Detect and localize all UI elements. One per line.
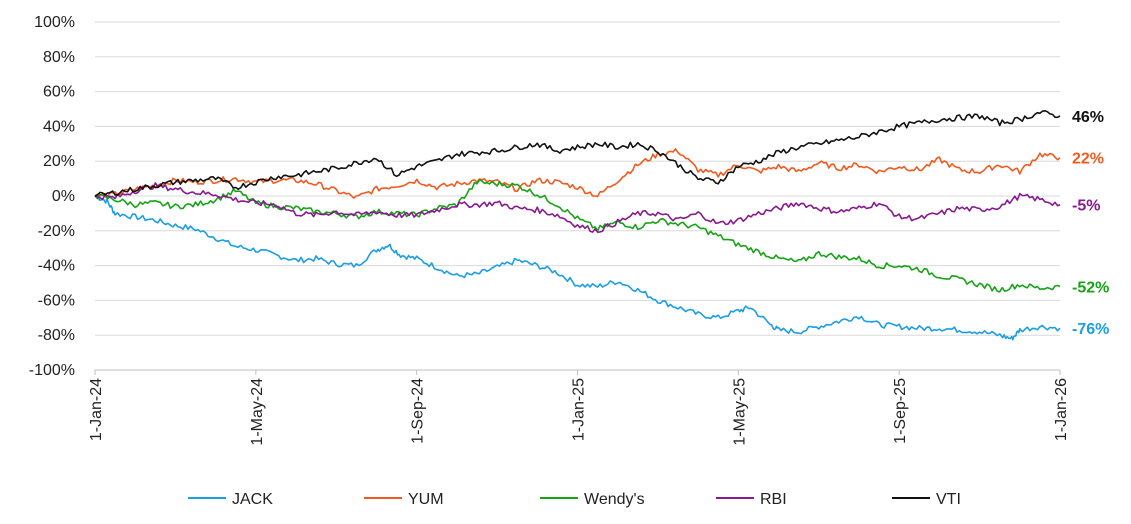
x-tick-label: 1-May-24 <box>249 378 266 446</box>
gridlines <box>95 21 1060 371</box>
legend-item-rbi: RBI <box>716 491 787 508</box>
axes: 100% 80% 60% 40% 20% 0% -20% -40% -60% -80% -100% 1… <box>29 14 1070 446</box>
x-tick-label: 1-Jan-26 <box>1053 378 1070 441</box>
legend-item-jack: JACK <box>188 491 273 508</box>
y-tick-label: 20% <box>43 153 75 170</box>
x-tick-label: 1-Jan-24 <box>88 378 105 441</box>
end-label-jack: -76% <box>1072 321 1109 338</box>
legend-item-yum: YUM <box>364 491 444 508</box>
series-line-jack <box>94 195 1061 341</box>
legend-item-vti: VTI <box>892 491 961 508</box>
legend-label: JACK <box>232 491 273 508</box>
end-label-rbi: -5% <box>1072 198 1100 215</box>
series-line-yum <box>94 148 1061 199</box>
legend: JACK YUM Wendy's RBI VTI <box>188 491 961 508</box>
y-tick-label: 80% <box>43 49 75 66</box>
y-tick-label: 60% <box>43 84 75 101</box>
y-tick-label: -60% <box>38 292 75 309</box>
x-tick-label: 1-Jan-25 <box>571 378 588 441</box>
legend-label: Wendy's <box>584 491 645 508</box>
end-label-yum: 22% <box>1072 151 1104 168</box>
series-lines <box>94 110 1061 341</box>
x-tick-label: 1-Sep-25 <box>892 378 909 444</box>
series-line-wendy-s <box>94 179 1061 293</box>
y-tick-label: -80% <box>38 327 75 344</box>
y-tick-label: 40% <box>43 118 75 135</box>
y-tick-label: 100% <box>34 14 75 31</box>
legend-label: VTI <box>936 491 961 508</box>
x-tick-label: 1-Sep-24 <box>410 378 427 444</box>
end-label-wendy-s: -52% <box>1072 279 1109 296</box>
y-tick-label: -20% <box>38 223 75 240</box>
series-line-rbi <box>94 182 1061 233</box>
y-tick-label: 0% <box>52 188 75 205</box>
end-labels: -76% 22% -52% -5% 46% <box>1072 109 1109 338</box>
x-tick-label: 1-May-25 <box>731 378 748 446</box>
series-line-vti <box>94 110 1061 197</box>
end-label-vti: 46% <box>1072 109 1104 126</box>
y-tick-label: -40% <box>38 258 75 275</box>
legend-label: YUM <box>408 491 444 508</box>
y-tick-label: -100% <box>29 362 75 379</box>
legend-item-wendy-s: Wendy's <box>540 491 645 508</box>
legend-label: RBI <box>760 491 787 508</box>
